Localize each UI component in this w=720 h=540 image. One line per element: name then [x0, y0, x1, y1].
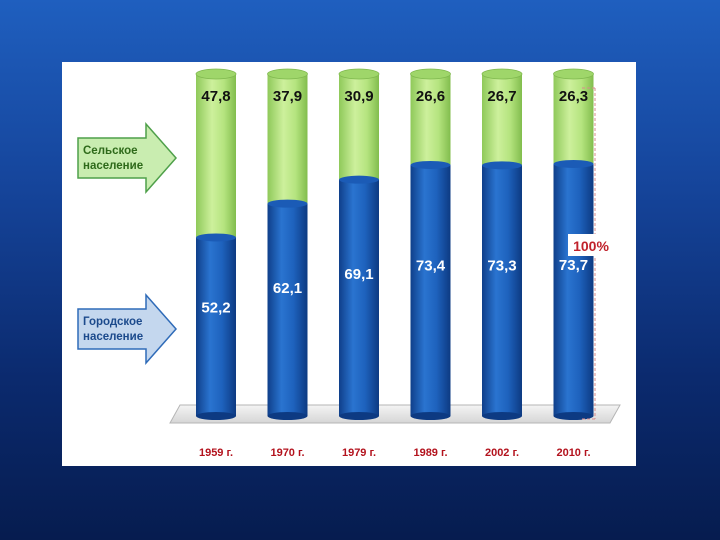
bar-urban-2: [339, 179, 379, 416]
bar-base-0: [196, 412, 236, 420]
bar-urban-cap-1: [267, 199, 308, 208]
rural-value-label-3: 26,6: [416, 88, 445, 105]
chart-panel: 47,8 52,2 1959 г. 37,9 62,1 1970 г. 30,9 69,1 19…: [62, 62, 636, 466]
bar-base-4: [482, 412, 522, 420]
urban-value-label-2: 69,1: [344, 266, 373, 283]
year-label-3: 1989 г.: [413, 447, 447, 459]
total-percent-label: 100%: [573, 238, 609, 254]
bar-base-3: [410, 412, 451, 420]
bar-urban-cap-3: [410, 160, 451, 169]
bar-rural-cap-5: [553, 68, 594, 80]
rural-value-label-1: 37,9: [273, 88, 302, 105]
bar-rural-cap-1: [267, 68, 308, 80]
urban-value-label-0: 52,2: [201, 299, 230, 316]
urban-arrow-label-line1: Городское: [83, 316, 142, 328]
stacked-bar-chart: 47,8 52,2 1959 г. 37,9 62,1 1970 г. 30,9 69,1 19…: [77, 68, 621, 459]
urban-arrow: Городское население: [77, 293, 178, 365]
bar-rural-4: [482, 74, 522, 168]
bar-rural-3: [410, 74, 451, 167]
bar-base-1: [267, 412, 308, 420]
bar-rural-1: [267, 74, 308, 206]
urban-arrow-label-line2: население: [83, 331, 143, 343]
year-label-2: 1979 г.: [342, 447, 376, 459]
bar-rural-cap-0: [195, 68, 237, 80]
bar-urban-1: [267, 203, 308, 416]
chart-floor: [169, 404, 621, 424]
bar-base-5: [553, 412, 594, 420]
urban-value-label-4: 73,3: [487, 258, 516, 275]
bar-urban-cap-4: [482, 161, 522, 170]
bar-base-2: [339, 412, 379, 420]
bar-rural-5: [553, 74, 594, 166]
bar-rural-0: [196, 74, 236, 240]
urban-value-label-3: 73,4: [416, 257, 446, 274]
bar-urban-cap-5: [553, 159, 594, 168]
rural-value-label-2: 30,9: [344, 88, 373, 105]
year-label-0: 1959 г.: [199, 447, 233, 459]
urban-value-label-1: 62,1: [273, 280, 302, 297]
urban-value-label-5: 73,7: [559, 257, 588, 274]
rural-arrow: Сельское население: [77, 122, 178, 194]
rural-arrow-label-line2: население: [83, 160, 143, 172]
bar-urban-cap-0: [196, 233, 236, 242]
bar-rural-2: [339, 74, 379, 182]
bar-urban-4: [482, 165, 522, 416]
rural-value-label-4: 26,7: [487, 88, 516, 105]
year-label-5: 2010 г.: [556, 447, 590, 459]
bar-urban-3: [410, 164, 451, 416]
bar-rural-cap-2: [338, 68, 380, 80]
rural-arrow-label-line1: Сельское: [83, 145, 138, 157]
bar-urban-5: [553, 163, 594, 416]
bar-rural-cap-4: [481, 68, 523, 80]
bar-urban-0: [196, 237, 236, 416]
year-label-4: 2002 г.: [485, 447, 519, 459]
total-bracket: [568, 87, 616, 420]
rural-value-label-5: 26,3: [559, 88, 588, 105]
bar-rural-cap-3: [410, 68, 451, 80]
year-label-1: 1970 г.: [270, 447, 304, 459]
bar-urban-cap-2: [339, 175, 379, 184]
rural-value-label-0: 47,8: [201, 88, 230, 105]
